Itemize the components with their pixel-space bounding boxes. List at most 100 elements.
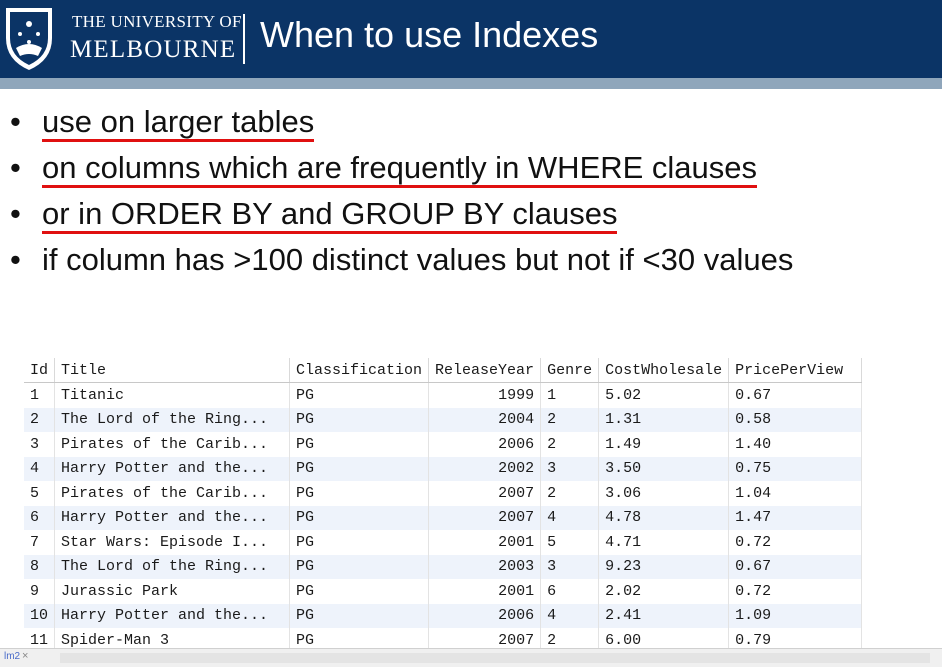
cell-genre[interactable]: 2 [540, 432, 600, 457]
cell-classification[interactable]: PG [289, 628, 430, 650]
cell-release-year[interactable]: 2003 [428, 554, 542, 579]
cell-price-per-view[interactable]: 1.04 [728, 481, 863, 506]
cell-release-year[interactable]: 2007 [428, 628, 542, 650]
cell-classification[interactable]: PG [289, 456, 430, 481]
column-header[interactable]: Id [24, 358, 56, 383]
table-row[interactable]: 5 Pirates of the Carib... PG 2007 2 3.06 1.04 [24, 481, 863, 506]
cell-id[interactable]: 1 [24, 382, 56, 408]
cell-classification[interactable]: PG [289, 505, 430, 530]
cell-cost-wholesale[interactable]: 4.71 [598, 530, 730, 555]
table-row[interactable]: 11 Spider-Man 3 PG 2007 2 6.00 0.79 [24, 628, 863, 650]
cell-release-year[interactable]: 2007 [428, 505, 542, 530]
cell-price-per-view[interactable]: 1.09 [728, 603, 863, 628]
column-header[interactable]: CostWholesale [598, 358, 730, 383]
cell-id[interactable]: 10 [24, 603, 56, 628]
cell-title[interactable]: Harry Potter and the... [54, 456, 291, 481]
cell-id[interactable]: 9 [24, 579, 56, 604]
cell-genre[interactable]: 2 [540, 481, 600, 506]
table-row[interactable]: 1 Titanic PG 1999 1 5.02 0.67 [24, 382, 863, 408]
cell-id[interactable]: 11 [24, 628, 56, 650]
cell-cost-wholesale[interactable]: 4.78 [598, 505, 730, 530]
cell-title[interactable]: Star Wars: Episode I... [54, 530, 291, 555]
cell-price-per-view[interactable]: 0.67 [728, 382, 863, 408]
cell-classification[interactable]: PG [289, 603, 430, 628]
column-header[interactable]: PricePerView [728, 358, 863, 383]
table-row[interactable]: 8 The Lord of the Ring... PG 2003 3 9.23 0.67 [24, 554, 863, 579]
cell-title[interactable]: The Lord of the Ring... [54, 554, 291, 579]
cell-id[interactable]: 6 [24, 505, 56, 530]
cell-genre[interactable]: 6 [540, 579, 600, 604]
cell-price-per-view[interactable]: 0.72 [728, 530, 863, 555]
cell-genre[interactable]: 2 [540, 628, 600, 650]
cell-id[interactable]: 4 [24, 456, 56, 481]
cell-cost-wholesale[interactable]: 3.50 [598, 456, 730, 481]
cell-cost-wholesale[interactable]: 5.02 [598, 382, 730, 408]
table-row[interactable]: 10 Harry Potter and the... PG 2006 4 2.41 1.09 [24, 603, 863, 628]
table-row[interactable]: 9 Jurassic Park PG 2001 6 2.02 0.72 [24, 579, 863, 604]
cell-release-year[interactable]: 2006 [428, 603, 542, 628]
cell-id[interactable]: 2 [24, 407, 56, 432]
cell-cost-wholesale[interactable]: 1.31 [598, 407, 730, 432]
cell-title[interactable]: Pirates of the Carib... [54, 432, 291, 457]
cell-title[interactable]: Spider-Man 3 [54, 628, 291, 650]
cell-price-per-view[interactable]: 1.40 [728, 432, 863, 457]
table-row[interactable]: 6 Harry Potter and the... PG 2007 4 4.78 1.47 [24, 505, 863, 530]
cell-classification[interactable]: PG [289, 432, 430, 457]
cell-price-per-view[interactable]: 0.72 [728, 579, 863, 604]
cell-classification[interactable]: PG [289, 407, 430, 432]
table-row[interactable]: 7 Star Wars: Episode I... PG 2001 5 4.71 0.72 [24, 530, 863, 555]
cell-id[interactable]: 3 [24, 432, 56, 457]
cell-cost-wholesale[interactable]: 1.49 [598, 432, 730, 457]
table-row[interactable]: 2 The Lord of the Ring... PG 2004 2 1.31 0.58 [24, 407, 863, 432]
cell-release-year[interactable]: 2006 [428, 432, 542, 457]
cell-release-year[interactable]: 2001 [428, 579, 542, 604]
column-header[interactable]: Genre [540, 358, 600, 383]
cell-title[interactable]: Harry Potter and the... [54, 603, 291, 628]
query-tab-label[interactable]: lm2 [4, 651, 21, 662]
bullet-text: or in ORDER BY and GROUP BY clauses [42, 197, 618, 234]
cell-genre[interactable]: 5 [540, 530, 600, 555]
cell-genre[interactable]: 2 [540, 407, 600, 432]
column-header[interactable]: Title [54, 358, 291, 383]
table-row[interactable]: 3 Pirates of the Carib... PG 2006 2 1.49 1.40 [24, 432, 863, 457]
cell-release-year[interactable]: 2001 [428, 530, 542, 555]
cell-id[interactable]: 5 [24, 481, 56, 506]
cell-title[interactable]: Harry Potter and the... [54, 505, 291, 530]
cell-cost-wholesale[interactable]: 6.00 [598, 628, 730, 650]
cell-genre[interactable]: 4 [540, 505, 600, 530]
column-header[interactable]: ReleaseYear [428, 358, 542, 383]
cell-cost-wholesale[interactable]: 9.23 [598, 554, 730, 579]
cell-release-year[interactable]: 2002 [428, 456, 542, 481]
cell-price-per-view[interactable]: 0.67 [728, 554, 863, 579]
cell-genre[interactable]: 1 [540, 382, 600, 408]
cell-classification[interactable]: PG [289, 530, 430, 555]
cell-release-year[interactable]: 1999 [428, 382, 542, 408]
close-icon[interactable]: × [22, 650, 29, 662]
cell-title[interactable]: Titanic [54, 382, 291, 408]
cell-classification[interactable]: PG [289, 382, 430, 408]
cell-title[interactable]: Jurassic Park [54, 579, 291, 604]
horizontal-scrollbar[interactable] [60, 653, 930, 663]
cell-release-year[interactable]: 2004 [428, 407, 542, 432]
cell-price-per-view[interactable]: 0.79 [728, 628, 863, 650]
cell-title[interactable]: The Lord of the Ring... [54, 407, 291, 432]
cell-classification[interactable]: PG [289, 481, 430, 506]
cell-price-per-view[interactable]: 0.75 [728, 456, 863, 481]
cell-classification[interactable]: PG [289, 554, 430, 579]
cell-title[interactable]: Pirates of the Carib... [54, 481, 291, 506]
cell-cost-wholesale[interactable]: 3.06 [598, 481, 730, 506]
results-grid[interactable]: Id Title Classification ReleaseYear Genr… [24, 358, 918, 650]
cell-genre[interactable]: 3 [540, 554, 600, 579]
cell-genre[interactable]: 4 [540, 603, 600, 628]
cell-classification[interactable]: PG [289, 579, 430, 604]
cell-cost-wholesale[interactable]: 2.41 [598, 603, 730, 628]
cell-genre[interactable]: 3 [540, 456, 600, 481]
cell-id[interactable]: 7 [24, 530, 56, 555]
cell-price-per-view[interactable]: 0.58 [728, 407, 863, 432]
cell-id[interactable]: 8 [24, 554, 56, 579]
cell-cost-wholesale[interactable]: 2.02 [598, 579, 730, 604]
cell-price-per-view[interactable]: 1.47 [728, 505, 863, 530]
table-row[interactable]: 4 Harry Potter and the... PG 2002 3 3.50 0.75 [24, 456, 863, 481]
cell-release-year[interactable]: 2007 [428, 481, 542, 506]
column-header[interactable]: Classification [289, 358, 430, 383]
